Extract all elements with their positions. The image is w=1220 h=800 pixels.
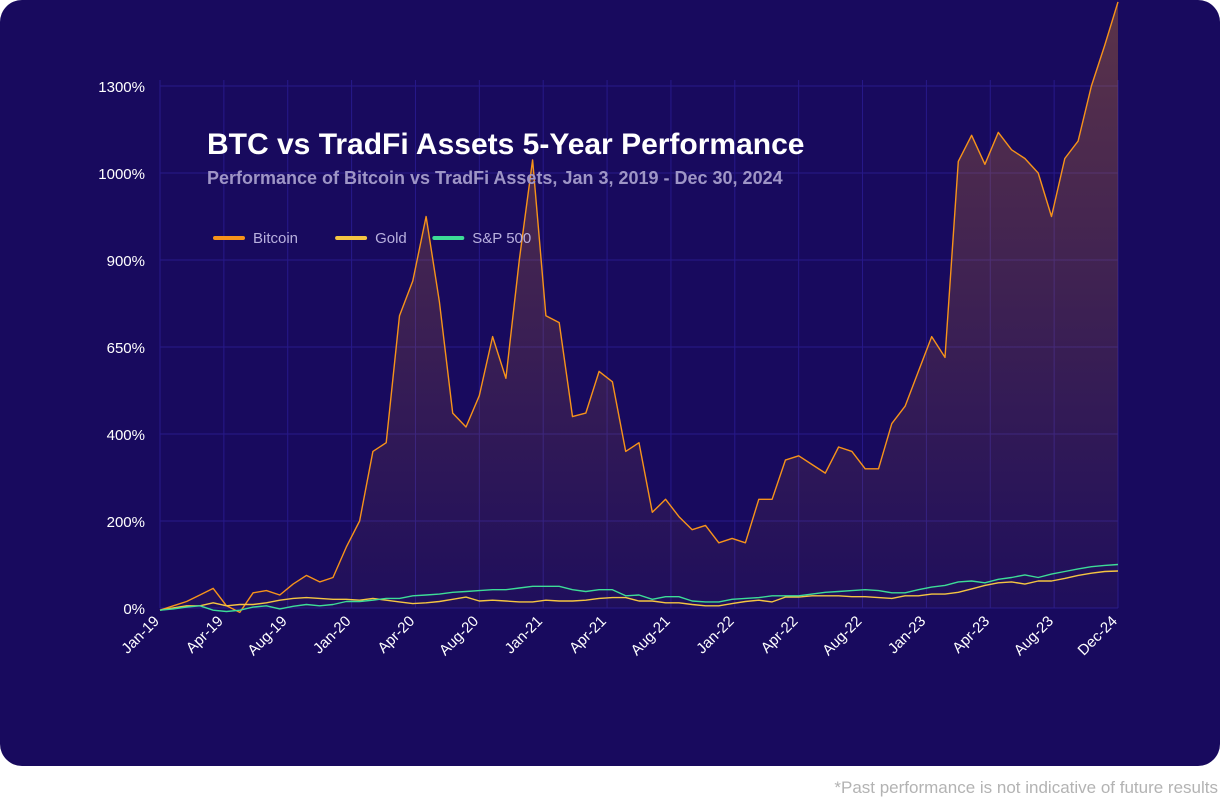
- y-tick-label: 200%: [107, 514, 145, 531]
- x-tick-label: Aug-21: [628, 613, 674, 659]
- y-tick-label: 650%: [107, 340, 145, 357]
- x-axis: Jan-19 Apr-19 Aug-19 Jan-20 Apr-20 Aug-20 Jan-…: [118, 613, 1120, 659]
- chart-subtitle: Performance of Bitcoin vs TradFi Assets,…: [207, 168, 783, 188]
- performance-chart: 0% 200% 400% 650% 900% 1000% 1300% Jan-19 Apr-1…: [98, 1, 1121, 659]
- y-axis: 0% 200% 400% 650% 900% 1000% 1300%: [98, 79, 145, 618]
- disclaimer-text: *Past performance is not indicative of f…: [834, 778, 1218, 797]
- x-tick-label: Apr-20: [374, 613, 418, 657]
- y-tick-label: 1300%: [98, 79, 145, 96]
- x-tick-label: Aug-19: [244, 613, 290, 659]
- x-tick-label: Jan-20: [310, 613, 354, 657]
- bitcoin-line: [159, 1, 1119, 614]
- y-tick-label: 1000%: [98, 166, 145, 183]
- y-tick-label: 0%: [123, 601, 145, 618]
- x-tick-label: Apr-22: [758, 613, 802, 657]
- gold-line: [159, 570, 1119, 611]
- x-tick-label: Apr-23: [949, 613, 993, 657]
- x-tick-label: Aug-22: [819, 613, 865, 659]
- x-tick-label: Aug-23: [1011, 613, 1057, 659]
- x-tick-label: Dec-24: [1075, 613, 1121, 659]
- legend: Bitcoin Gold S&P 500: [213, 230, 531, 247]
- legend-label-bitcoin: Bitcoin: [253, 230, 298, 247]
- chart-card: 0% 200% 400% 650% 900% 1000% 1300% Jan-19 Apr-1…: [0, 0, 1220, 766]
- x-tick-label: Apr-19: [183, 613, 227, 657]
- y-tick-label: 400%: [107, 427, 145, 444]
- x-tick-label: Jan-22: [693, 613, 737, 657]
- x-tick-label: Aug-20: [436, 613, 482, 659]
- bitcoin-area: [160, 1, 1118, 613]
- s-p-500-line: [159, 563, 1119, 613]
- chart-title: BTC vs TradFi Assets 5-Year Performance: [207, 128, 804, 161]
- series-layer: [159, 1, 1119, 614]
- legend-label-gold: Gold: [375, 230, 407, 247]
- x-tick-label: Jan-19: [118, 613, 162, 657]
- legend-label-s-p-500: S&P 500: [472, 230, 531, 247]
- x-tick-label: Jan-23: [885, 613, 929, 657]
- y-tick-label: 900%: [107, 253, 145, 270]
- x-tick-label: Jan-21: [502, 613, 546, 657]
- x-tick-label: Apr-21: [566, 613, 610, 657]
